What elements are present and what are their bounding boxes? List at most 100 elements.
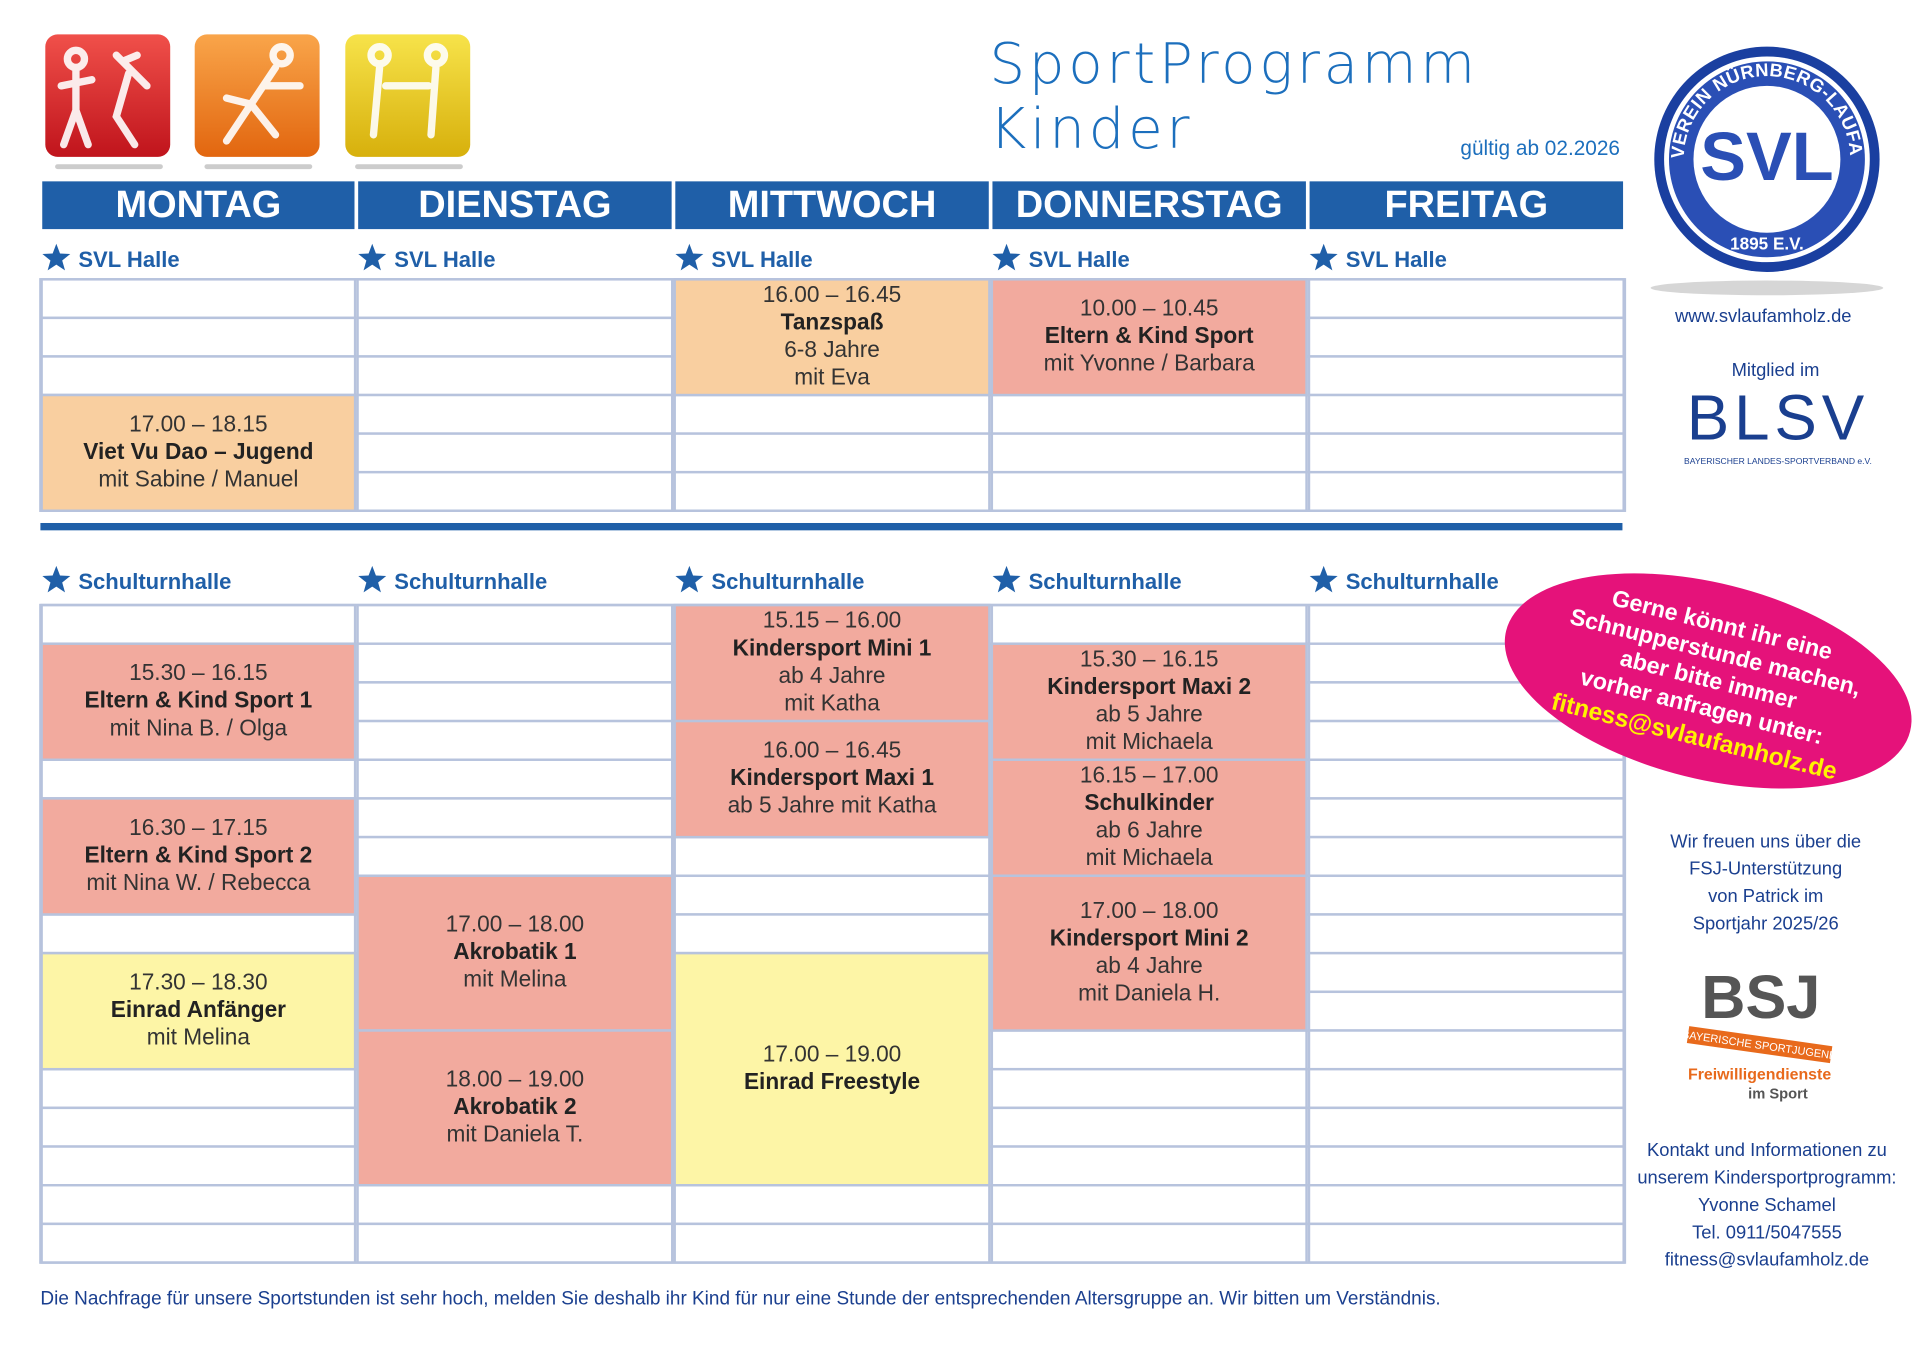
empty-slot — [40, 758, 357, 800]
event-block — [990, 278, 1308, 397]
event-title: Einrad Freestyle — [744, 1068, 920, 1094]
day-header — [358, 181, 672, 230]
fsj-line: FSJ-Unterstützung — [1689, 858, 1842, 879]
logo-initials: SVL — [1700, 118, 1833, 195]
event-block — [673, 951, 991, 1187]
event-line: 16.00 – 16.45 — [763, 737, 902, 763]
event-block — [990, 874, 1308, 1032]
event-line: 18.00 – 19.00 — [446, 1065, 585, 1091]
event-line: 17.30 – 18.30 — [129, 969, 268, 995]
day-label: MONTAG — [115, 184, 281, 226]
timetable: MONTAG DIENSTAG MITTWOCH DONNERSTAG FREITAG S… — [39, 181, 1627, 1264]
venue-label: Schulturnhalle — [78, 569, 231, 594]
empty-slot — [673, 470, 991, 512]
empty-slot — [1307, 1029, 1625, 1071]
event-title: Kindersport Maxi 1 — [730, 764, 934, 790]
empty-slot — [356, 355, 674, 397]
event-line: mit Yvonne / Barbara — [1044, 350, 1255, 376]
event-block — [40, 951, 357, 1071]
empty-slot — [1307, 316, 1625, 358]
day-header — [675, 181, 989, 230]
event-title: Schulkinder — [1084, 789, 1214, 815]
event-line: ab 5 Jahre mit Katha — [728, 792, 937, 818]
event-title: Eltern & Kind Sport — [1045, 322, 1254, 348]
empty-slot — [356, 797, 674, 839]
empty-slot — [40, 1067, 357, 1110]
logo-year: 1895 E.V. — [1730, 234, 1804, 254]
fsj-note: Wir freuen uns über die FSJ-Unterstützung… — [1670, 830, 1861, 933]
event-line: 15.15 – 16.00 — [763, 607, 902, 633]
event-line: mit Daniela H. — [1078, 979, 1220, 1005]
empty-slot — [1307, 1067, 1625, 1110]
empty-slot — [1307, 1145, 1625, 1187]
icon-yellow — [345, 34, 471, 157]
venue-star — [992, 565, 1021, 593]
empty-slot — [990, 1222, 1308, 1264]
empty-slot — [990, 1067, 1308, 1110]
event-block — [356, 874, 674, 1032]
valid-from: gültig ab 02.2026 — [1460, 137, 1620, 160]
empty-slot — [1307, 990, 1625, 1032]
venue-star — [42, 565, 71, 593]
event-line: 16.15 – 17.00 — [1080, 761, 1219, 787]
website: www.svlaufamholz.de — [1674, 305, 1852, 326]
venue-star — [42, 243, 71, 271]
title-line2: Kinder — [989, 97, 1193, 162]
empty-slot — [40, 1222, 357, 1264]
venue-star — [358, 243, 387, 271]
empty-slot — [1307, 835, 1625, 878]
empty-slot — [990, 603, 1308, 645]
empty-slot — [40, 316, 357, 358]
day-label: DIENSTAG — [418, 184, 611, 226]
event-line: ab 6 Jahre — [1096, 817, 1203, 843]
member-label: Mitglied im — [1732, 359, 1820, 380]
event-line: mit Eva — [794, 363, 870, 389]
empty-slot — [356, 278, 674, 320]
fsj-line: von Patrick im — [1708, 885, 1823, 906]
venue-star — [675, 243, 704, 271]
event-line: mit Nina B. / Olga — [110, 714, 288, 740]
empty-slot — [1307, 1106, 1625, 1148]
title-line1: SportProgramm — [989, 32, 1478, 97]
venue-label: Schulturnhalle — [394, 569, 547, 594]
empty-slot — [40, 603, 357, 645]
event-block — [40, 642, 357, 761]
empty-slot — [673, 874, 991, 916]
event-line: 16.00 – 16.45 — [763, 281, 902, 307]
event-block — [990, 758, 1308, 878]
venue-star — [1309, 243, 1338, 271]
event-line: 17.00 – 18.00 — [1080, 897, 1219, 923]
event-title: Eltern & Kind Sport 1 — [85, 687, 313, 713]
empty-slot — [1307, 913, 1625, 955]
venue-label: SVL Halle — [78, 247, 179, 272]
contact-line: unserem Kindersportprogramm: — [1637, 1166, 1896, 1187]
empty-slot — [1307, 758, 1625, 800]
event-title: Eltern & Kind Sport 2 — [85, 841, 313, 867]
event-title: Akrobatik 1 — [453, 938, 576, 964]
day-header — [1309, 181, 1624, 230]
venue-label: SVL Halle — [711, 247, 812, 272]
event-title: Tanzspaß — [781, 308, 884, 334]
empty-slot — [1307, 797, 1625, 839]
event-block — [990, 642, 1308, 761]
empty-slot — [40, 1183, 357, 1226]
empty-slot — [990, 393, 1308, 435]
empty-slot — [1307, 432, 1625, 474]
event-block — [673, 719, 991, 839]
event-line: mit Michaela — [1086, 844, 1213, 870]
section-divider — [40, 522, 1623, 531]
event-line: 6-8 Jahre — [784, 336, 880, 362]
empty-slot — [673, 835, 991, 878]
event-title: Kindersport Mini 2 — [1050, 924, 1249, 950]
empty-slot — [990, 432, 1308, 474]
event-line: ab 4 Jahre — [1096, 952, 1203, 978]
empty-slot — [990, 470, 1308, 512]
fsj-line: Wir freuen uns über die — [1670, 830, 1861, 851]
empty-slot — [673, 913, 991, 955]
empty-slot — [990, 1183, 1308, 1226]
event-block — [40, 797, 357, 916]
fsj-line: Sportjahr 2025/26 — [1693, 912, 1839, 933]
empty-slot — [1307, 278, 1625, 320]
bsj-name: BSJ — [1701, 963, 1820, 1031]
